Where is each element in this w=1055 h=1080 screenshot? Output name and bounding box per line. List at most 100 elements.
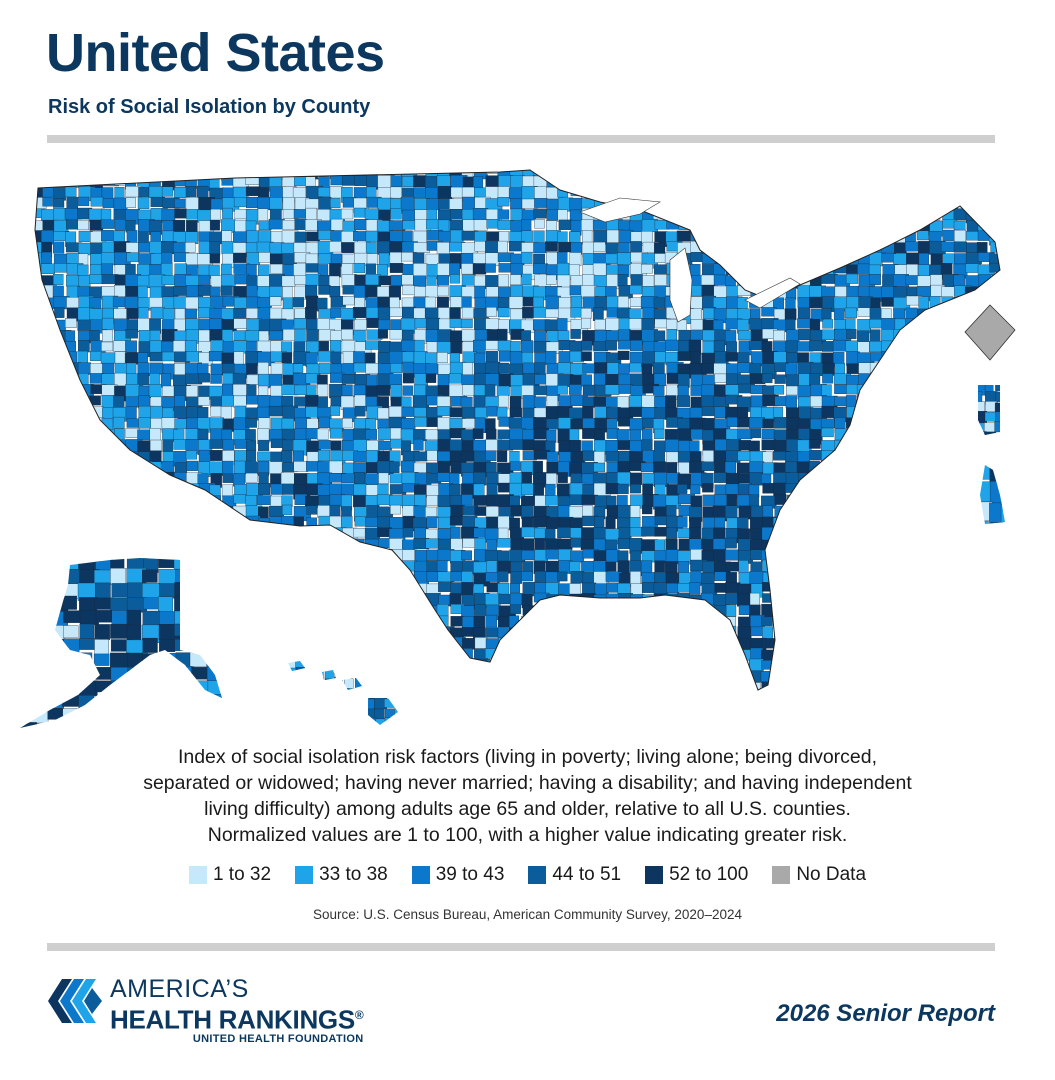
county-cell — [353, 231, 368, 241]
county-cell — [942, 428, 954, 445]
county-cell — [882, 450, 894, 466]
county-cell — [425, 285, 439, 298]
county-cell — [305, 626, 322, 640]
county-cell — [665, 637, 680, 650]
county-cell — [102, 473, 118, 483]
county-cell — [353, 207, 367, 218]
county-cell — [221, 682, 236, 690]
county-cell — [330, 198, 341, 209]
county-cell — [917, 417, 933, 431]
county-cell — [378, 561, 392, 576]
county-cell — [846, 627, 858, 638]
county-cell — [485, 614, 498, 628]
county-cell — [557, 538, 573, 550]
county-cell — [917, 649, 931, 661]
county-cell — [954, 506, 968, 522]
county-cell — [617, 538, 630, 549]
county-cell — [570, 550, 585, 563]
county-cell — [125, 517, 136, 527]
county-cell — [751, 693, 768, 707]
county-cell — [384, 661, 394, 672]
county-cell — [113, 209, 127, 220]
county-cell — [174, 494, 185, 510]
county-cell — [761, 649, 778, 661]
county-cell — [198, 274, 211, 285]
county-cell — [677, 583, 692, 593]
county-cell — [917, 626, 932, 639]
county-cell — [989, 605, 1000, 622]
county-cell — [352, 307, 368, 319]
county-cell — [654, 264, 667, 275]
county-cell — [712, 670, 730, 682]
county-cell — [143, 680, 164, 699]
county-cell — [906, 538, 921, 550]
county-cell — [102, 329, 113, 342]
county-cell — [953, 460, 968, 474]
county-cell — [676, 626, 693, 642]
county-cell — [174, 208, 187, 219]
county-cell — [41, 251, 52, 264]
county-cell — [833, 462, 849, 478]
county-cell — [629, 176, 647, 191]
county-cell — [364, 594, 378, 611]
county-cell — [750, 549, 763, 561]
county-cell — [845, 439, 862, 451]
county-cell — [665, 462, 678, 474]
county-cell — [558, 647, 575, 663]
county-cell — [186, 571, 201, 582]
county-cell — [389, 669, 402, 683]
county-cell — [917, 318, 928, 333]
county-cell — [353, 649, 370, 661]
county-cell — [700, 242, 717, 254]
county-cell — [894, 472, 910, 488]
county-cell — [918, 505, 932, 516]
county-cell — [281, 549, 296, 562]
county-cell — [233, 538, 251, 549]
county-cell — [390, 175, 402, 187]
county-cell — [414, 649, 425, 663]
county-cell — [35, 340, 45, 351]
county-cell — [197, 285, 212, 296]
county-cell — [833, 659, 847, 670]
county-cell — [737, 186, 751, 197]
county-cell — [377, 616, 391, 626]
county-cell — [137, 483, 151, 497]
county-cell — [221, 593, 234, 605]
county-cell — [378, 341, 391, 354]
county-cell — [978, 583, 994, 598]
county-cell — [450, 571, 464, 582]
county-cell — [858, 230, 871, 241]
county-cell — [497, 550, 510, 562]
county-cell — [198, 449, 210, 463]
county-cell — [475, 694, 489, 705]
county-cell — [221, 653, 222, 666]
county-cell — [558, 681, 573, 690]
county-cell — [184, 308, 198, 319]
county-cell — [689, 627, 703, 642]
county-cell — [845, 197, 862, 207]
county-cell — [677, 385, 689, 397]
county-cell — [1002, 584, 1016, 599]
county-cell — [426, 626, 439, 642]
county-cell — [966, 658, 984, 674]
county-cell — [893, 351, 907, 366]
county-cell — [785, 505, 800, 521]
county-cell — [870, 616, 882, 632]
county-cell — [282, 329, 295, 341]
county-cell — [689, 208, 704, 220]
county-cell — [437, 648, 455, 660]
county-cell — [617, 648, 632, 665]
county-cell — [641, 670, 658, 684]
county-cell — [846, 494, 861, 505]
county-cell — [894, 450, 912, 460]
county-cell — [294, 707, 309, 721]
county-cell — [162, 439, 174, 453]
county-cell — [725, 593, 739, 605]
county-cell — [365, 549, 379, 565]
county-cell — [233, 648, 250, 661]
county-cell — [162, 505, 177, 520]
county-cell — [461, 571, 473, 583]
county-cell — [126, 624, 142, 640]
county-cell — [209, 603, 222, 614]
county-cell — [726, 341, 738, 353]
